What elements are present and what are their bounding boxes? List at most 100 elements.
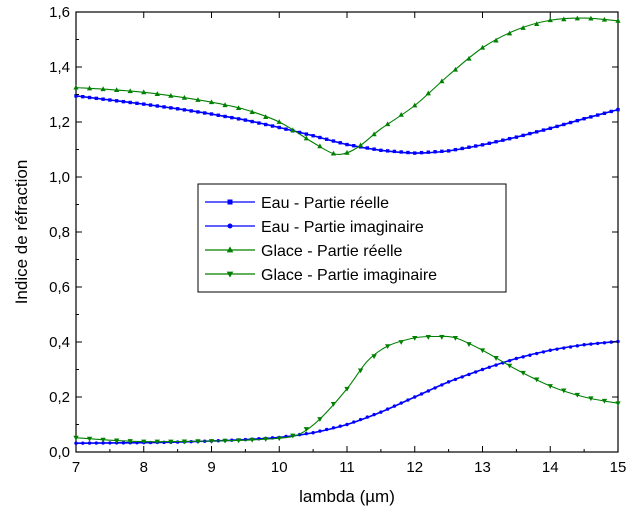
data-point bbox=[601, 398, 608, 404]
data-point bbox=[290, 433, 296, 439]
data-point bbox=[372, 412, 376, 417]
data-point bbox=[181, 94, 188, 100]
data-point bbox=[487, 365, 491, 369]
data-point bbox=[128, 100, 132, 105]
data-point bbox=[479, 44, 486, 50]
x-tick-label: 8 bbox=[140, 459, 148, 476]
series-2 bbox=[74, 339, 620, 445]
data-point bbox=[419, 150, 424, 155]
data-point bbox=[589, 342, 593, 346]
data-point bbox=[290, 127, 296, 133]
data-point bbox=[345, 422, 349, 427]
data-point bbox=[575, 118, 580, 123]
data-point bbox=[169, 106, 173, 110]
data-point bbox=[616, 339, 620, 344]
data-point bbox=[304, 431, 309, 436]
data-point bbox=[426, 389, 430, 393]
data-point bbox=[222, 438, 228, 444]
data-point bbox=[87, 441, 92, 445]
data-point bbox=[412, 102, 418, 108]
data-point bbox=[548, 126, 552, 131]
data-point bbox=[615, 17, 621, 23]
data-point bbox=[439, 335, 445, 340]
data-point bbox=[263, 437, 269, 442]
data-point bbox=[425, 90, 431, 96]
data-point bbox=[467, 372, 471, 377]
series-1 bbox=[74, 94, 620, 155]
data-point bbox=[595, 341, 600, 346]
data-point bbox=[520, 25, 526, 30]
data-point bbox=[452, 335, 459, 341]
data-point bbox=[528, 353, 532, 357]
data-point bbox=[142, 102, 146, 106]
data-point bbox=[73, 435, 79, 441]
data-point bbox=[324, 137, 329, 141]
data-point bbox=[574, 392, 580, 398]
data-point bbox=[154, 91, 160, 96]
legend-item: Glace - Partie réelle bbox=[205, 243, 402, 260]
series-layer bbox=[73, 15, 621, 445]
data-point bbox=[493, 356, 499, 361]
data-point bbox=[303, 427, 309, 432]
data-point bbox=[589, 115, 593, 119]
legend: Eau - Partie réelle Eau - Partie imaginai… bbox=[197, 183, 507, 293]
x-axis-title: lambda (µm) bbox=[299, 487, 395, 506]
data-point bbox=[74, 94, 78, 98]
y-tick-label: 1,0 bbox=[49, 169, 70, 186]
data-point bbox=[270, 124, 275, 128]
data-point bbox=[433, 150, 437, 154]
data-point bbox=[426, 150, 430, 154]
data-point bbox=[114, 99, 119, 103]
data-point bbox=[155, 104, 159, 108]
data-point bbox=[195, 97, 201, 102]
data-point bbox=[148, 103, 153, 107]
data-point bbox=[311, 134, 315, 138]
data-point bbox=[257, 121, 261, 125]
data-point bbox=[371, 131, 377, 137]
data-point bbox=[575, 344, 580, 348]
legend-marker bbox=[227, 199, 233, 205]
y-tick-label: 0,0 bbox=[49, 444, 70, 461]
series-line bbox=[75, 335, 619, 443]
data-point bbox=[365, 146, 370, 150]
data-point bbox=[264, 122, 268, 127]
data-point bbox=[223, 114, 227, 119]
data-point bbox=[94, 96, 99, 101]
data-point bbox=[317, 417, 323, 422]
data-point bbox=[385, 121, 391, 127]
data-point bbox=[507, 359, 512, 363]
data-point bbox=[399, 401, 403, 405]
data-point bbox=[385, 149, 390, 153]
data-point bbox=[379, 410, 383, 414]
data-point bbox=[534, 21, 540, 27]
data-point bbox=[352, 420, 356, 424]
data-point bbox=[371, 354, 377, 360]
data-point bbox=[385, 407, 390, 411]
data-point bbox=[547, 17, 553, 23]
data-point bbox=[86, 436, 93, 442]
data-point bbox=[284, 127, 288, 131]
data-point bbox=[392, 149, 397, 154]
data-point bbox=[345, 142, 349, 147]
data-point bbox=[439, 78, 445, 84]
x-tick-label: 7 bbox=[72, 459, 80, 476]
legend-label: Eau - Partie imaginaire bbox=[261, 219, 424, 236]
data-point bbox=[494, 363, 498, 367]
data-point bbox=[108, 98, 112, 102]
data-point bbox=[250, 119, 254, 124]
data-point bbox=[154, 439, 160, 445]
data-point bbox=[365, 415, 370, 419]
data-point bbox=[399, 150, 403, 154]
data-point bbox=[433, 386, 437, 390]
data-point bbox=[372, 147, 376, 151]
data-point bbox=[474, 370, 478, 374]
data-point bbox=[521, 355, 525, 359]
data-point bbox=[467, 145, 471, 149]
data-point bbox=[507, 136, 512, 141]
y-axis-title: Indice de réfraction bbox=[12, 160, 31, 305]
data-point bbox=[235, 105, 242, 111]
data-point bbox=[555, 124, 559, 129]
data-point bbox=[127, 439, 133, 444]
data-point bbox=[440, 149, 444, 154]
data-point bbox=[487, 141, 491, 145]
